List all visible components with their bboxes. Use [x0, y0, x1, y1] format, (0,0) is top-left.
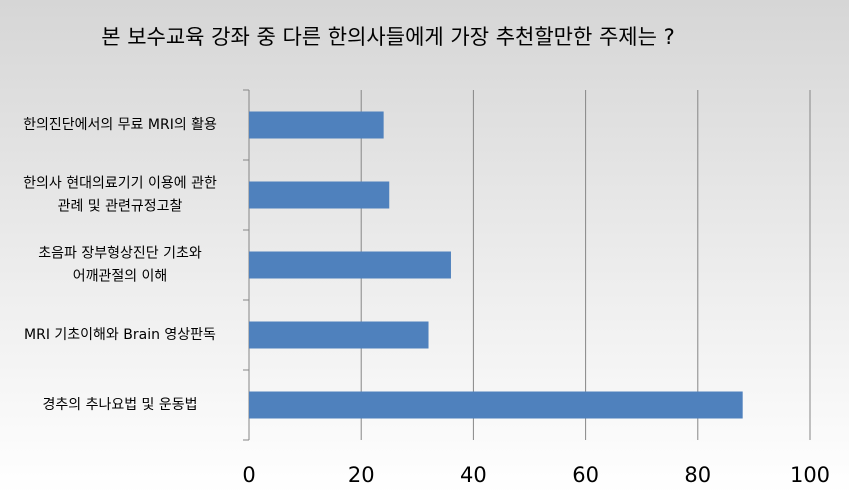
bar [249, 391, 743, 419]
x-tick-label: 80 [684, 463, 711, 487]
y-tick-label: 한의사 현대의료기기 이용에 관한 [23, 176, 217, 192]
x-tick-label: 100 [790, 463, 830, 487]
x-tick-label: 20 [348, 463, 375, 487]
y-tick-label: 한의진단에서의 무료 MRI의 활용 [23, 117, 217, 133]
x-tick-label: 40 [460, 463, 487, 487]
y-tick-label: 경추의 추나요법 및 운동법 [42, 397, 197, 413]
y-tick-label: 관례 및 관련규정고찰 [58, 199, 183, 215]
y-tick-label: MRI 기초이해와 Brain 영상판독 [24, 327, 216, 343]
x-tick-label: 0 [242, 463, 255, 487]
x-tick-label: 60 [572, 463, 599, 487]
bar [249, 321, 429, 349]
chart-title: 본 보수교육 강좌 중 다른 한의사들에게 가장 추천할만한 주제는 ? [101, 25, 675, 49]
bar [249, 111, 384, 139]
y-tick-label: 어깨관절의 이해 [73, 269, 168, 285]
bar [249, 181, 390, 209]
bar [249, 251, 451, 279]
y-tick-label: 초음파 장부형상진단 기초와 [38, 246, 202, 262]
